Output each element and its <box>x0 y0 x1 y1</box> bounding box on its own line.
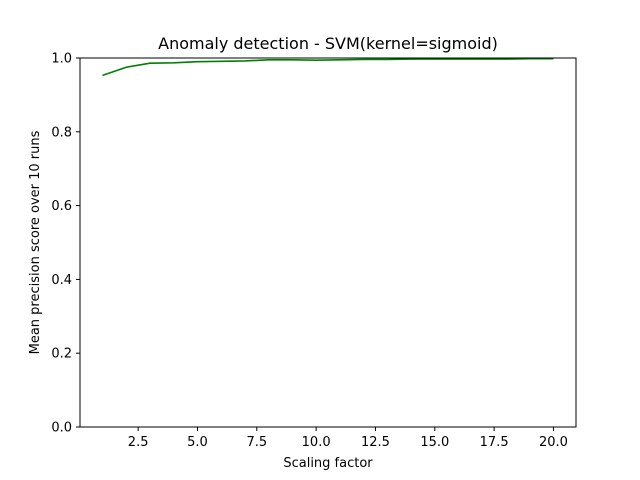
x-tick-label: 2.5 <box>128 435 149 450</box>
y-tick-label: 1.0 <box>51 52 72 67</box>
y-tick-label: 0.4 <box>51 273 72 288</box>
x-tick-label: 15.0 <box>420 435 449 450</box>
y-axis-ticks: 0.0 0.2 0.4 0.6 0.8 1.0 <box>51 52 80 436</box>
y-tick-label: 0.6 <box>51 199 72 214</box>
plot-frame <box>79 57 577 428</box>
x-tick-label: 17.5 <box>480 435 509 450</box>
y-axis-label: Mean precision score over 10 runs <box>28 130 43 354</box>
x-axis-ticks: 2.5 5.0 7.5 10.0 12.5 15.0 17.5 20.0 <box>128 427 568 450</box>
y-tick-label: 0.0 <box>51 421 72 436</box>
x-tick-label: 5.0 <box>187 435 208 450</box>
x-tick-label: 12.5 <box>361 435 390 450</box>
x-tick-label: 20.0 <box>539 435 568 450</box>
x-tick-label: 7.5 <box>246 435 267 450</box>
x-tick-label: 10.0 <box>302 435 331 450</box>
y-tick-label: 0.8 <box>51 125 72 140</box>
series-layer <box>102 57 554 77</box>
chart-title: Anomaly detection - SVM(kernel=sigmoid) <box>158 34 498 53</box>
y-tick-label: 0.2 <box>51 347 72 362</box>
series-line <box>102 57 554 77</box>
x-axis-label: Scaling factor <box>283 456 373 471</box>
